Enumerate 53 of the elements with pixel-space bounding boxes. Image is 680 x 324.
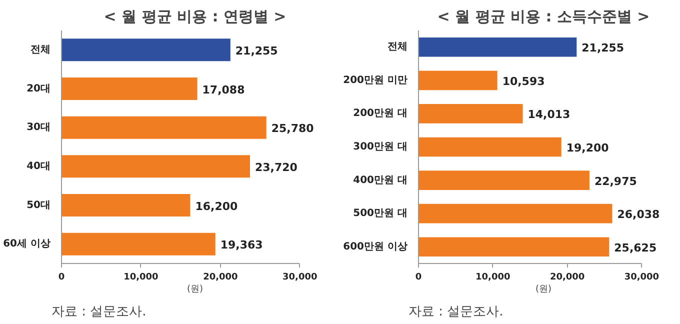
- y-tick-label: 600만원 이상: [343, 241, 408, 252]
- y-tick-label: 40대: [26, 160, 51, 172]
- data-label: 22,975: [594, 174, 637, 188]
- text: 자료 : 설문조사.: [408, 304, 504, 320]
- y-tick-label: 50대: [26, 200, 51, 211]
- bar: [62, 77, 198, 100]
- data-label: 21,255: [235, 44, 278, 58]
- x-tick-label: 30,000: [624, 272, 660, 282]
- y-tick-label: 200만원 미만: [343, 74, 408, 86]
- bar: [418, 104, 523, 124]
- data-label: 16,200: [195, 200, 238, 213]
- y-tick-label: 60세 이상: [3, 238, 51, 250]
- data-label: 21,255: [582, 42, 624, 55]
- text: 자료 : 설문조사.: [52, 304, 146, 320]
- data-label: 25,780: [271, 122, 314, 136]
- data-label: 23,720: [254, 160, 298, 174]
- data-label: 26,038: [617, 208, 660, 222]
- bar: [62, 194, 190, 217]
- y-tick-label: 전체: [30, 44, 50, 56]
- y-tick-label: 200만원 대: [353, 108, 408, 120]
- x-tick-label: 30,000: [282, 272, 318, 282]
- data-label: 19,363: [220, 238, 263, 252]
- bar: [418, 170, 590, 190]
- chart-title: < 월 평균 비용 : 연령별 >: [104, 8, 286, 26]
- bar: [62, 155, 250, 178]
- x-tick-label: 0: [58, 272, 65, 282]
- bar: [418, 37, 577, 57]
- x-axis-title: (원): [535, 284, 552, 294]
- data-label: 25,625: [614, 241, 657, 254]
- y-tick-label: 전체: [388, 42, 408, 53]
- x-tick-label: 20,000: [550, 272, 585, 282]
- bar: [418, 70, 498, 90]
- data-label: 10,593: [502, 74, 545, 88]
- x-tick-label: 10,000: [124, 272, 158, 282]
- data-label: 17,088: [202, 83, 245, 96]
- bar: [62, 116, 266, 139]
- data-label: 14,013: [528, 108, 570, 122]
- y-tick-label: 500만원 대: [353, 208, 408, 220]
- y-tick-label: 20대: [26, 83, 51, 94]
- x-axis-title: (원): [186, 284, 204, 294]
- chart-title: < 월 평균 비용 : 소득수준별 >: [437, 8, 650, 26]
- x-tick-label: 10,000: [476, 272, 510, 282]
- bar: [418, 204, 612, 224]
- data-label: 19,200: [566, 142, 610, 154]
- bar: [418, 137, 562, 157]
- y-tick-label: 300만원 대: [353, 142, 408, 152]
- bar: [418, 237, 610, 257]
- bar: [62, 232, 216, 256]
- x-tick-label: 0: [415, 272, 422, 282]
- x-tick-label: 20,000: [203, 272, 238, 282]
- y-tick-label: 30대: [26, 122, 51, 134]
- y-tick-label: 400만원 대: [353, 174, 408, 186]
- bar: [62, 38, 230, 62]
